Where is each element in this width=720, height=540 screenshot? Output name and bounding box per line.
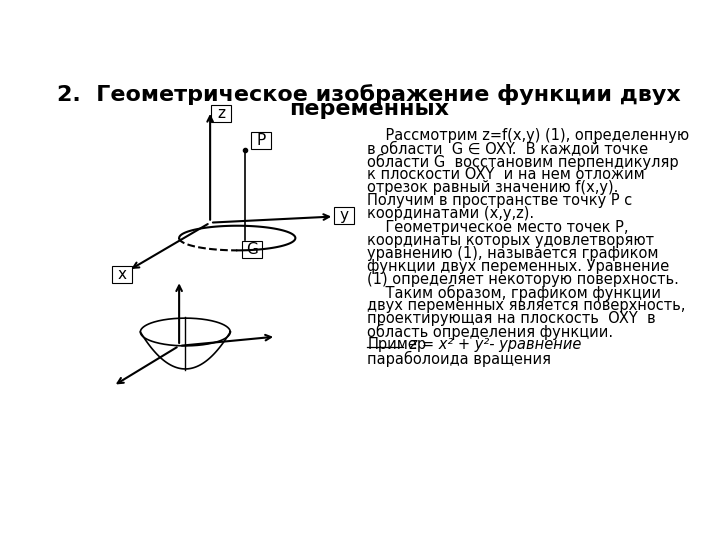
Text: P: P	[256, 133, 266, 148]
Text: z: z	[217, 106, 225, 121]
FancyBboxPatch shape	[334, 207, 354, 224]
Text: уравнению (1), называется графиком: уравнению (1), называется графиком	[367, 246, 659, 261]
FancyBboxPatch shape	[251, 132, 271, 148]
Text: x: x	[117, 267, 126, 282]
Text: в области  G ∈ OXY.  В каждой точке: в области G ∈ OXY. В каждой точке	[367, 141, 649, 156]
Text: Геометрическое место точек P,: Геометрическое место точек P,	[367, 220, 629, 234]
Text: Пример: Пример	[367, 338, 426, 353]
Text: функции двух переменных. Уравнение: функции двух переменных. Уравнение	[367, 259, 670, 274]
Text: к плоскости OXY  и на нем отложим: к плоскости OXY и на нем отложим	[367, 167, 645, 182]
Text: Рассмотрим z=f(x,y) (1), определенную: Рассмотрим z=f(x,y) (1), определенную	[367, 128, 690, 143]
Text: двух переменных является поверхность,: двух переменных является поверхность,	[367, 298, 686, 313]
Text: область определения функции.: область определения функции.	[367, 325, 613, 340]
Text: области G  восстановим перпендикуляр: области G восстановим перпендикуляр	[367, 154, 679, 170]
Text: G: G	[246, 242, 258, 257]
FancyBboxPatch shape	[242, 241, 262, 258]
Text: 2.  Геометрическое изображение функции двух: 2. Геометрическое изображение функции дв…	[57, 84, 681, 105]
Text: координаты которых удовлетворяют: координаты которых удовлетворяют	[367, 233, 654, 248]
Text: y: y	[340, 208, 348, 223]
Text: переменных: переменных	[289, 99, 449, 119]
Text: (1) определяет некоторую поверхность.: (1) определяет некоторую поверхность.	[367, 272, 680, 287]
Text: Таким образом, графиком функции: Таким образом, графиком функции	[367, 285, 662, 301]
Text: Получим в пространстве точку P с: Получим в пространстве точку P с	[367, 193, 633, 208]
FancyBboxPatch shape	[211, 105, 231, 122]
Text: отрезок равный значению f(x,y).: отрезок равный значению f(x,y).	[367, 180, 618, 195]
Text: координатами (x,y,z).: координатами (x,y,z).	[367, 206, 534, 221]
Text: проектирующая на плоскость  OXY  в: проектирующая на плоскость OXY в	[367, 311, 656, 326]
Text: z = x² + y²- уравнение: z = x² + y²- уравнение	[405, 338, 581, 353]
FancyBboxPatch shape	[112, 266, 132, 283]
Text: параболоида вращения: параболоида вращения	[367, 350, 552, 367]
